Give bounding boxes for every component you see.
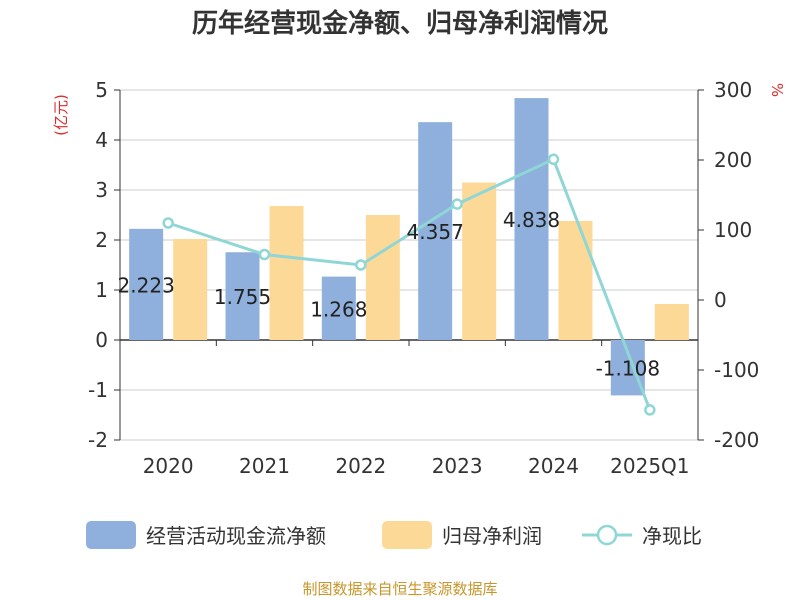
legend-marker-ratio bbox=[596, 524, 618, 546]
cashflow-bar bbox=[514, 98, 549, 340]
category-label: 2024 bbox=[528, 454, 579, 478]
ratio-point bbox=[355, 259, 367, 271]
cashflow-bar bbox=[418, 122, 453, 341]
chart-title: 历年经营现金净额、归母净利润情况 bbox=[192, 8, 608, 39]
left-tick-label: 2 bbox=[95, 228, 108, 252]
cashflow-bar bbox=[129, 228, 164, 340]
legend-swatch-cashflow bbox=[86, 521, 136, 549]
left-tick-label: 1 bbox=[95, 278, 108, 302]
net-profit-bar bbox=[558, 221, 593, 340]
category-label: 2022 bbox=[335, 454, 386, 478]
cashflow-bar bbox=[225, 252, 260, 340]
category-label: 2020 bbox=[143, 454, 194, 478]
legend-label-cashflow: 经营活动现金流净额 bbox=[146, 524, 326, 548]
net-profit-bar bbox=[654, 304, 689, 340]
right-axis-unit: % bbox=[768, 83, 786, 97]
ratio-point bbox=[162, 217, 174, 229]
ratio-line bbox=[162, 153, 656, 416]
cashflow-data-label: -1.108 bbox=[596, 357, 660, 381]
axes: -2 -1 0 1 2 3 4 5 -200 -100 0 100 200 300 2020 2021 2022… bbox=[88, 78, 759, 478]
ratio-line-path bbox=[167, 157, 652, 411]
net-profit-bar bbox=[173, 239, 208, 340]
left-axis-unit: (亿元) bbox=[52, 94, 70, 136]
data-labels: 2.223 1.755 1.268 4.357 4.838 -1.108 bbox=[118, 208, 661, 381]
cashflow-bar bbox=[321, 276, 356, 340]
right-tick-label: 300 bbox=[714, 78, 752, 102]
left-tick-label: -1 bbox=[88, 378, 108, 402]
left-tick-label: 5 bbox=[95, 78, 108, 102]
ratio-point bbox=[451, 198, 463, 210]
right-tick-label: -100 bbox=[714, 358, 759, 382]
net-profit-bar bbox=[462, 182, 497, 340]
cashflow-data-label: 1.755 bbox=[214, 285, 271, 309]
right-tick-label: -200 bbox=[714, 428, 759, 452]
legend: 经营活动现金流净额 归母净利润 净现比 bbox=[86, 521, 702, 549]
source-note: 制图数据来自恒生聚源数据库 bbox=[302, 580, 497, 598]
category-label: 2025Q1 bbox=[610, 454, 689, 478]
cashflow-data-label: 1.268 bbox=[310, 297, 367, 321]
legend-label-ratio: 净现比 bbox=[642, 524, 702, 548]
ratio-point bbox=[258, 248, 271, 261]
right-tick-label: 200 bbox=[714, 148, 752, 172]
left-tick-label: -2 bbox=[88, 428, 108, 452]
legend-swatch-net-profit bbox=[382, 521, 432, 549]
right-tick-label: 0 bbox=[714, 288, 727, 312]
left-tick-label: 3 bbox=[95, 178, 108, 202]
left-tick-label: 0 bbox=[95, 328, 108, 352]
cashflow-data-label: 4.838 bbox=[503, 208, 560, 232]
right-tick-label: 100 bbox=[714, 218, 752, 242]
left-tick-label: 4 bbox=[95, 128, 108, 152]
net-profit-bar bbox=[269, 206, 304, 340]
bars bbox=[129, 98, 689, 396]
category-label: 2021 bbox=[239, 454, 290, 478]
net-profit-bar bbox=[365, 215, 400, 340]
ratio-point bbox=[547, 153, 560, 166]
ratio-point bbox=[644, 404, 656, 416]
cashflow-data-label: 4.357 bbox=[407, 220, 464, 244]
cashflow-data-label: 2.223 bbox=[118, 273, 175, 297]
category-label: 2023 bbox=[432, 454, 483, 478]
legend-label-net-profit: 归母净利润 bbox=[442, 524, 542, 548]
